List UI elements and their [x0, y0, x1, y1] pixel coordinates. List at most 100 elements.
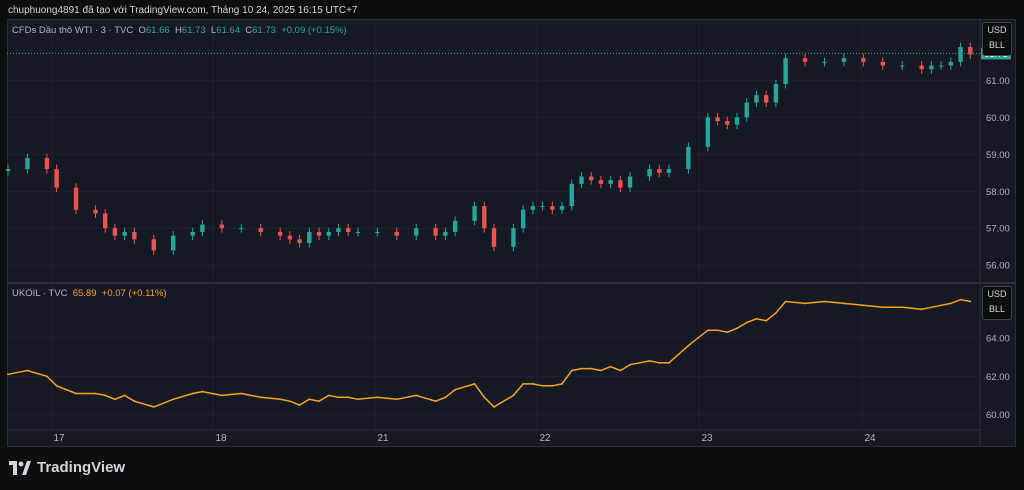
candle — [598, 180, 604, 184]
candle — [472, 206, 477, 221]
wti-currency-button[interactable]: USD BLL — [982, 22, 1012, 56]
ukoil-data-point — [726, 331, 729, 334]
ukoil-data-point — [619, 369, 622, 372]
x-tick-label: 21 — [377, 433, 389, 444]
ukoil-data-point — [337, 396, 340, 399]
ukoil-data-point — [104, 394, 107, 397]
candle — [93, 209, 98, 214]
candle — [783, 58, 788, 85]
ukoil-currency-button[interactable]: USD BLL — [982, 286, 1012, 320]
x-tick-label: 23 — [701, 433, 713, 444]
candle — [686, 146, 691, 170]
wti-legend: CFDs Dầu thô WTI · 3 · TVC O61.66 H61.73… — [12, 25, 347, 36]
ukoil-data-point — [561, 383, 563, 385]
tradingview-logo-icon — [9, 460, 31, 475]
candle — [316, 231, 322, 236]
candle — [744, 102, 749, 118]
candle — [433, 228, 438, 236]
candle — [540, 206, 545, 208]
candle — [550, 206, 555, 210]
candle — [239, 228, 244, 230]
candle — [579, 176, 584, 184]
ukoil-data-point — [551, 384, 554, 387]
currency-bll: BLL — [988, 304, 1005, 314]
currency-usd: USD — [987, 289, 1007, 299]
close-value: 61.73 — [252, 25, 276, 36]
ukoil-data-point — [843, 302, 845, 305]
candle — [112, 228, 118, 236]
candle — [122, 231, 127, 236]
ukoil-data-point — [930, 306, 933, 309]
ukoil-data-point — [444, 396, 447, 399]
ukoil-data-point — [483, 396, 486, 399]
low-label: L — [210, 25, 217, 36]
y-tick-label: 56.00 — [986, 261, 1010, 272]
ukoil-data-point — [512, 394, 515, 397]
ukoil-data-point — [784, 300, 787, 303]
ukoil-data-point — [240, 392, 243, 395]
ukoil-data-point — [940, 304, 943, 307]
ukoil-data-point — [114, 398, 116, 401]
candle — [657, 169, 662, 173]
ukoil-data-point — [191, 392, 194, 395]
ukoil-data-point — [26, 369, 29, 372]
y-tick-label: 58.00 — [986, 187, 1010, 198]
candle — [414, 228, 419, 236]
candle — [919, 65, 924, 70]
ukoil-data-point — [133, 400, 136, 403]
candle — [763, 95, 769, 103]
ukoil-data-point — [969, 300, 972, 303]
ukoil-data-point — [745, 321, 748, 324]
candle — [482, 206, 487, 229]
candle — [297, 239, 302, 244]
ukoil-data-point — [862, 304, 865, 307]
currency-bll: BLL — [988, 40, 1005, 50]
candle — [491, 228, 497, 247]
candle — [443, 231, 448, 236]
x-tick-label: 24 — [864, 433, 876, 444]
ukoil-data-point — [687, 344, 690, 347]
ukoil-data-point — [376, 396, 379, 399]
ukoil-data-point — [823, 300, 826, 303]
candle — [103, 213, 108, 229]
ukoil-data-point — [395, 398, 398, 401]
candle — [647, 169, 652, 177]
ukoil-data-point — [288, 400, 291, 403]
candle — [666, 169, 672, 173]
low-value: 61.64 — [216, 25, 240, 36]
tradingview-logo[interactable]: TradingView — [9, 459, 125, 476]
candle — [346, 228, 351, 232]
ukoil-data-point — [123, 394, 126, 397]
ukoil-symbol: UKOIL · TVC — [12, 288, 68, 299]
ukoil-data-point — [454, 388, 457, 391]
ukoil-data-point — [716, 329, 719, 332]
ukoil-data-point — [259, 396, 262, 399]
ukoil-data-point — [668, 361, 670, 364]
ukoil-data-point — [45, 375, 48, 378]
candle — [618, 180, 623, 188]
candle — [705, 117, 711, 147]
ukoil-data-point — [318, 400, 320, 403]
candle — [452, 220, 458, 232]
ukoil-data-point — [590, 367, 593, 370]
candle — [880, 61, 885, 66]
candle — [520, 209, 526, 229]
ukoil-data-point — [609, 365, 612, 368]
candle — [5, 169, 11, 171]
candle — [511, 228, 516, 247]
candle — [589, 176, 594, 181]
ukoil-data-point — [327, 394, 330, 397]
candle — [355, 231, 361, 233]
ukoil-data-point — [541, 384, 544, 387]
candle — [627, 176, 633, 188]
candle — [151, 239, 156, 251]
y-tick-label: 62.00 — [986, 372, 1010, 383]
ukoil-data-point — [629, 363, 631, 366]
candle — [73, 187, 79, 210]
candle — [200, 224, 205, 232]
ukoil-data-point — [736, 327, 738, 330]
ukoil-data-point — [357, 398, 359, 401]
candle — [54, 169, 59, 188]
change-value: +0.09 (+0.15%) — [281, 25, 347, 36]
